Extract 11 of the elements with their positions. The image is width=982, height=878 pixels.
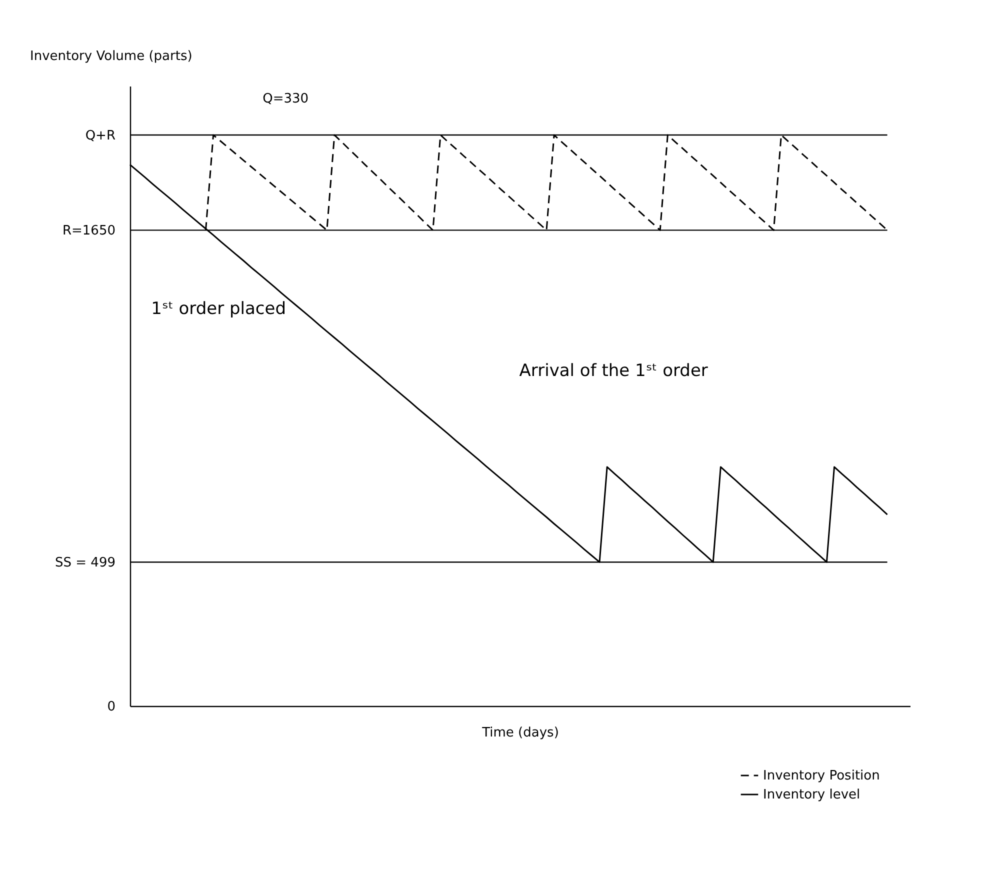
y-tick-label: SS = 499 xyxy=(55,556,116,571)
y-tick-label: Q+R xyxy=(85,128,116,144)
x-axis-title: Time (days) xyxy=(481,726,559,740)
annotation: 1ˢᵗ order placed xyxy=(151,299,286,320)
y-axis-title: Inventory Volume (parts) xyxy=(30,49,192,64)
y-tick-label: 0 xyxy=(107,700,116,714)
legend-label: Inventory level xyxy=(763,788,860,802)
annotation: Arrival of the 1ˢᵗ order xyxy=(519,361,708,382)
y-tick-label: R=1650 xyxy=(62,224,116,239)
annotation: Q=330 xyxy=(262,91,309,106)
legend-label: Inventory Position xyxy=(763,768,880,784)
